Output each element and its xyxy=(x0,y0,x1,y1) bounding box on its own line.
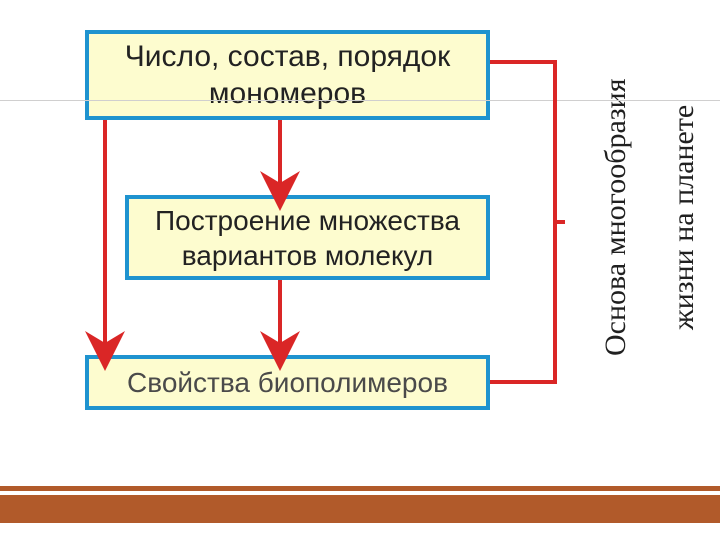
box-top: Число, состав, порядок мономеров xyxy=(85,30,490,120)
box-middle-line1: Построение множества xyxy=(155,203,460,238)
box-bottom: Свойства биополимеров xyxy=(85,355,490,410)
side-label-line2: жизни на планете xyxy=(667,105,700,330)
bracket-group xyxy=(490,62,565,382)
bottom-bar-thin xyxy=(0,486,720,491)
side-label: Основа многообразия жизни на планете xyxy=(565,35,645,415)
bracket-path xyxy=(490,62,555,382)
bottom-bar-thick xyxy=(0,495,720,523)
box-middle: Построение множества вариантов молекул xyxy=(125,195,490,280)
box-top-line1: Число, состав, порядок xyxy=(125,38,451,76)
box-bottom-line1: Свойства биополимеров xyxy=(127,365,448,400)
box-top-line2: мономеров xyxy=(209,75,366,113)
box-middle-line2: вариантов молекул xyxy=(182,238,434,273)
side-label-line1: Основа многообразия xyxy=(599,79,632,357)
hairline xyxy=(0,100,720,101)
